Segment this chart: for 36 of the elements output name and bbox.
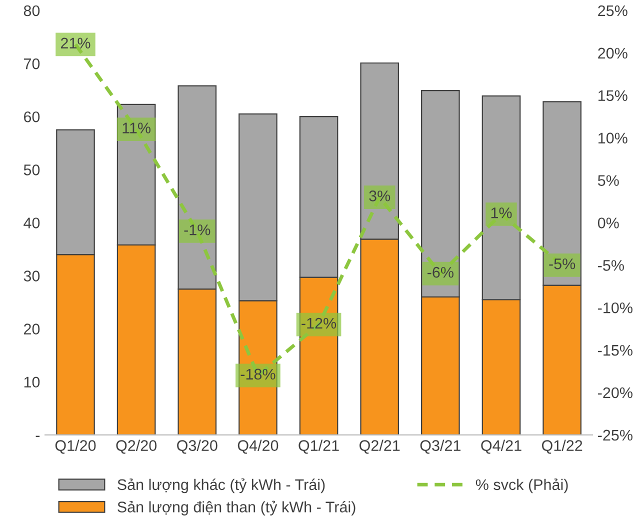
data-label: -18% — [240, 368, 276, 380]
y2-tick-label: 10% — [598, 132, 628, 144]
y2-tick-label: 15% — [598, 90, 628, 102]
y2-tick-label: 5% — [598, 175, 619, 186]
x-tick-label: Q4/20 — [238, 440, 278, 454]
legend-label: % svck (Phải) — [476, 478, 568, 494]
y2-tick-label: -5% — [598, 260, 624, 271]
data-label: 3% — [369, 190, 390, 202]
y-tick-label: 20 — [24, 324, 40, 334]
x-tick-label: Q2/20 — [116, 440, 157, 454]
x-tick-label: Q4/21 — [481, 440, 522, 454]
y-tick-label: - — [36, 436, 40, 437]
x-tick-label: Q1/20 — [55, 440, 96, 454]
x-tick-label: Q3/21 — [420, 440, 460, 454]
y-tick-label: 60 — [24, 111, 40, 122]
y-tick-label: 70 — [24, 58, 40, 70]
y2-tick-label: -10% — [598, 302, 632, 314]
x-tick-label: Q1/22 — [542, 440, 582, 454]
y-tick-label: 10 — [24, 376, 40, 388]
y2-tick-label: 20% — [598, 48, 628, 59]
y-tick-label: 50 — [24, 164, 40, 176]
x-tick-label: Q3/20 — [177, 440, 218, 454]
y2-tick-label: 0% — [598, 218, 619, 228]
legend-label: Sản lượng khác (tỷ kWh - Trái) — [118, 478, 325, 494]
y-tick-label: 30 — [24, 270, 40, 282]
y2-tick-label: 25% — [598, 5, 628, 16]
data-label: -12% — [302, 318, 336, 329]
x-tick-label: Q1/21 — [298, 440, 339, 454]
y-tick-label: 80 — [24, 5, 40, 16]
y2-tick-label: -25% — [598, 430, 632, 441]
data-label: 1% — [491, 208, 512, 218]
y2-tick-label: -15% — [598, 344, 632, 356]
y-tick-label: 40 — [24, 218, 40, 228]
y2-tick-label: -20% — [598, 387, 632, 398]
x-tick-label: Q2/21 — [360, 440, 400, 454]
legend-label: Sản lượng điện than (tỷ kWh - Trái) — [118, 500, 356, 516]
